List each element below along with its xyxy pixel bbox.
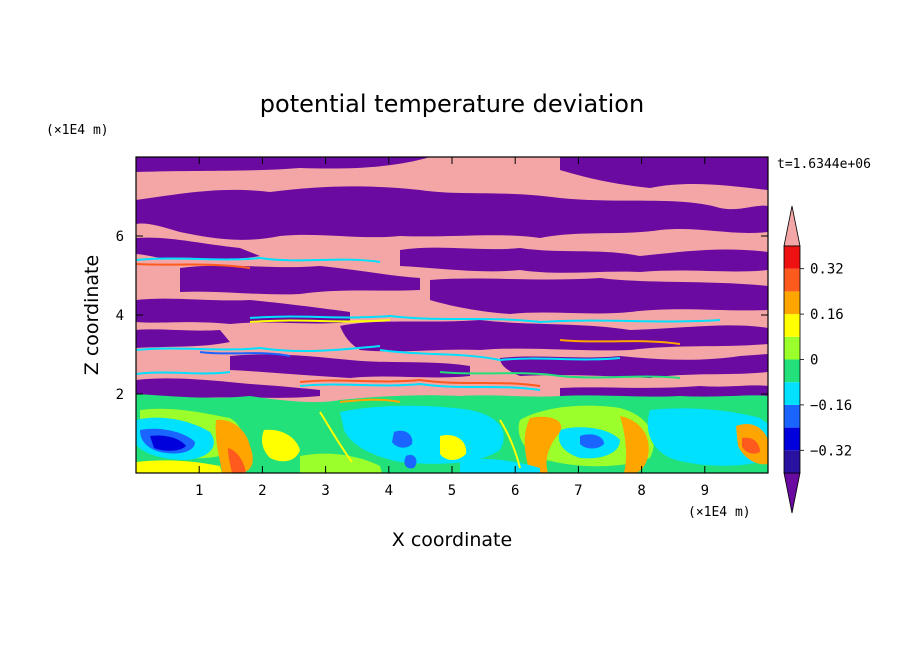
chart-title: potential temperature deviation	[260, 90, 644, 118]
turbulent-boundary-layer	[136, 394, 768, 473]
colorbar-tick-label: 0	[810, 353, 818, 369]
colorbar-swatch	[784, 246, 800, 269]
x-tick-label: 8	[637, 483, 645, 499]
x-axis-label: X coordinate	[392, 529, 512, 551]
y-tick-label: 6	[116, 229, 124, 245]
x-tick-label: 6	[511, 483, 519, 499]
y-axis: 2 4 6	[116, 229, 768, 403]
y-tick-label: 2	[116, 387, 124, 403]
colorbar-swatch	[784, 291, 800, 315]
x-tick-label: 7	[574, 483, 582, 499]
x-axis: 1 2 3 4 5 6 7 8 9	[195, 157, 709, 499]
x-tick-label: 1	[195, 483, 203, 499]
time-label: t=1.6344e+06	[777, 157, 871, 172]
plot-area	[136, 157, 768, 473]
colorbar-tick-label: 0.16	[810, 307, 844, 323]
y-scale-label: (×1E4 m)	[46, 123, 109, 138]
cold-layers	[136, 157, 768, 402]
colorbar-extend-low	[783, 472, 801, 514]
colorbar-swatch	[784, 314, 800, 337]
colorbar-tick-label: 0.32	[810, 262, 844, 278]
colorbar-tick-label: −0.16	[810, 398, 852, 414]
colorbar-swatch	[784, 268, 800, 292]
colorbar-swatch	[784, 336, 800, 360]
x-tick-label: 4	[385, 483, 393, 499]
y-axis-label: Z coordinate	[81, 255, 103, 375]
colorbar-swatch	[784, 382, 800, 405]
colorbar-tick-label: −0.32	[810, 443, 852, 459]
mixing-filaments	[136, 256, 721, 391]
colorbar-swatch	[784, 450, 800, 473]
y-tick-label: 4	[116, 308, 124, 324]
colorbar-swatch	[784, 359, 800, 383]
colorbar-extend-high	[783, 205, 801, 247]
colorbar-swatch	[784, 404, 800, 428]
x-tick-label: 5	[448, 483, 456, 499]
colorbar: 0.32 0.16 0 −0.16 −0.32	[783, 205, 852, 514]
x-tick-label: 9	[701, 483, 709, 499]
x-scale-label: (×1E4 m)	[688, 505, 751, 520]
x-tick-label: 2	[258, 483, 266, 499]
colorbar-swatch	[784, 427, 800, 451]
x-tick-label: 3	[321, 483, 329, 499]
